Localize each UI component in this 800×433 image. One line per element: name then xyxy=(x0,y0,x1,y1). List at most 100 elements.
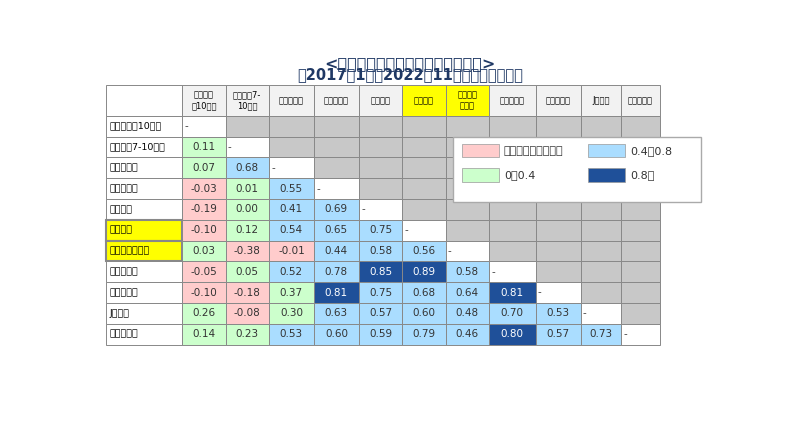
Bar xyxy=(489,85,535,116)
Text: （2017年1月～2022年11月の月次騰落率）: （2017年1月～2022年11月の月次騰落率） xyxy=(297,68,523,82)
Bar xyxy=(621,262,659,282)
Text: 0.11: 0.11 xyxy=(192,142,215,152)
Bar xyxy=(182,220,226,241)
Text: Jリート: Jリート xyxy=(110,309,130,318)
Bar xyxy=(269,116,314,137)
Bar xyxy=(446,324,489,345)
Bar xyxy=(106,137,182,158)
Text: 0.58: 0.58 xyxy=(456,267,479,277)
Text: 先進国株式: 先進国株式 xyxy=(500,96,525,105)
Bar xyxy=(106,324,182,345)
Text: 0.57: 0.57 xyxy=(369,308,392,318)
Bar xyxy=(581,282,621,303)
Bar xyxy=(182,199,226,220)
Bar xyxy=(489,220,535,241)
Text: -0.10: -0.10 xyxy=(190,225,218,235)
Bar xyxy=(182,282,226,303)
Bar xyxy=(581,178,621,199)
Bar xyxy=(359,324,402,345)
Bar xyxy=(462,144,499,158)
Text: 0.65: 0.65 xyxy=(325,225,348,235)
Text: 米国債（7-10年）: 米国債（7-10年） xyxy=(110,142,165,152)
Bar xyxy=(359,262,402,282)
Bar xyxy=(106,116,182,137)
Bar xyxy=(182,85,226,116)
Bar xyxy=(581,116,621,137)
Bar xyxy=(182,303,226,324)
Text: 0.53: 0.53 xyxy=(546,308,570,318)
Bar xyxy=(359,282,402,303)
Text: 新興国株式: 新興国株式 xyxy=(110,288,138,297)
Text: 先進国株式: 先進国株式 xyxy=(110,267,138,276)
Bar xyxy=(359,85,402,116)
Bar xyxy=(226,303,269,324)
Text: 日本株式: 日本株式 xyxy=(370,96,390,105)
Bar xyxy=(314,220,359,241)
Bar xyxy=(226,241,269,262)
Text: 0.05: 0.05 xyxy=(236,267,258,277)
Bar xyxy=(588,144,626,158)
Bar xyxy=(269,178,314,199)
Bar xyxy=(489,241,535,262)
Bar xyxy=(402,199,446,220)
Bar xyxy=(535,303,581,324)
Bar xyxy=(269,199,314,220)
Text: 0.41: 0.41 xyxy=(280,204,303,214)
Bar xyxy=(314,137,359,158)
Bar xyxy=(535,324,581,345)
Text: ダウ平均: ダウ平均 xyxy=(110,226,132,235)
Bar xyxy=(402,137,446,158)
Text: 先進国債券: 先進国債券 xyxy=(110,163,138,172)
Bar xyxy=(106,241,182,262)
Bar xyxy=(269,324,314,345)
Bar xyxy=(621,178,659,199)
Bar xyxy=(359,116,402,137)
Bar xyxy=(621,116,659,137)
Text: -: - xyxy=(185,121,188,131)
Text: -: - xyxy=(583,308,586,318)
Bar xyxy=(106,220,182,241)
Bar xyxy=(453,137,701,202)
Bar xyxy=(489,324,535,345)
Bar xyxy=(314,199,359,220)
Bar xyxy=(314,282,359,303)
Bar xyxy=(402,303,446,324)
Bar xyxy=(314,85,359,116)
Bar xyxy=(535,241,581,262)
Bar xyxy=(535,158,581,178)
Bar xyxy=(446,262,489,282)
Bar xyxy=(269,262,314,282)
Bar xyxy=(535,282,581,303)
Text: ダウ平均: ダウ平均 xyxy=(414,96,434,105)
Text: 米国リート: 米国リート xyxy=(110,330,138,339)
Text: 0.68: 0.68 xyxy=(412,288,435,297)
Bar xyxy=(106,158,182,178)
Bar xyxy=(314,241,359,262)
Bar xyxy=(621,158,659,178)
Bar xyxy=(226,324,269,345)
Text: 0.26: 0.26 xyxy=(192,308,215,318)
Text: 0.55: 0.55 xyxy=(280,184,303,194)
Bar xyxy=(226,116,269,137)
Text: 0.23: 0.23 xyxy=(236,329,259,339)
Bar xyxy=(402,116,446,137)
Text: Jリート: Jリート xyxy=(592,96,610,105)
Text: -: - xyxy=(623,329,627,339)
Bar xyxy=(446,85,489,116)
Bar xyxy=(535,199,581,220)
Text: 0.01: 0.01 xyxy=(236,184,258,194)
Bar xyxy=(226,199,269,220)
Bar xyxy=(402,241,446,262)
Text: 0.4～0.8: 0.4～0.8 xyxy=(630,145,672,155)
Bar xyxy=(581,137,621,158)
Bar xyxy=(314,178,359,199)
Text: -: - xyxy=(316,184,320,194)
Bar xyxy=(621,199,659,220)
Text: 0.44: 0.44 xyxy=(325,246,348,256)
Text: 0.79: 0.79 xyxy=(412,329,435,339)
Text: 0.85: 0.85 xyxy=(369,267,392,277)
Bar xyxy=(106,303,182,324)
Bar xyxy=(106,199,182,220)
Bar xyxy=(269,158,314,178)
Bar xyxy=(359,241,402,262)
